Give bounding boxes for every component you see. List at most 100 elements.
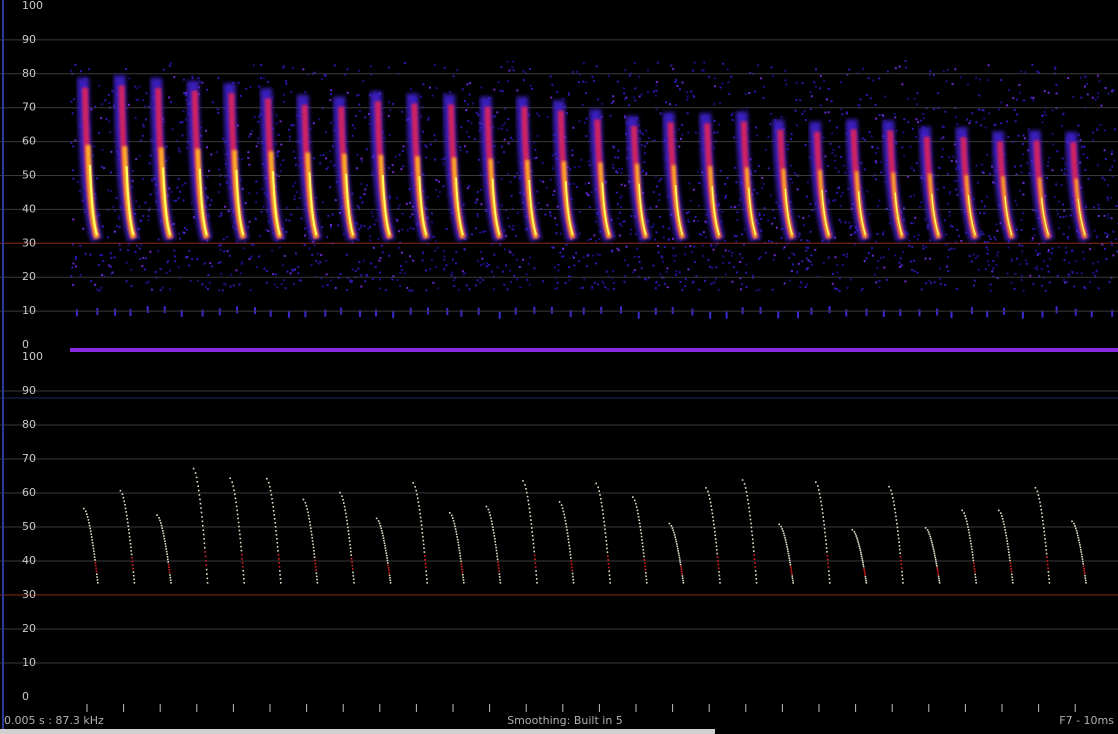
trace-dot: [784, 537, 786, 539]
y-label: 80: [22, 67, 36, 80]
noise-pixel: [319, 162, 321, 164]
noise-pixel: [869, 131, 871, 133]
noise-pixel: [1007, 273, 1009, 275]
noise-pixel: [763, 214, 765, 216]
noise-pixel: [491, 271, 493, 273]
trace-dot: [316, 576, 318, 578]
noise-pixel: [1068, 273, 1070, 275]
trace-dot: [460, 555, 462, 557]
noise-pixel: [576, 186, 578, 188]
noise-pixel: [925, 282, 927, 284]
noise-pixel: [844, 172, 846, 174]
noise-pixel: [656, 231, 658, 233]
noise-pixel: [534, 267, 536, 269]
noise-pixel: [1061, 184, 1063, 186]
trace-dot: [196, 477, 198, 479]
noise-pixel: [131, 285, 133, 287]
trace-dot: [674, 536, 676, 538]
noise-pixel: [90, 280, 92, 282]
noise-pixel: [641, 132, 643, 134]
noise-pixel: [280, 144, 282, 146]
noise-pixel: [800, 281, 802, 283]
noise-pixel: [230, 274, 232, 276]
noise-pixel: [257, 137, 259, 139]
noise-pixel: [1116, 205, 1118, 207]
noise-pixel: [825, 155, 827, 157]
noise-pixel: [704, 221, 706, 223]
noise-pixel: [1057, 213, 1059, 215]
noise-pixel: [1057, 150, 1059, 152]
trace-dot: [376, 518, 378, 520]
noise-pixel: [556, 224, 558, 226]
noise-pixel: [871, 135, 873, 137]
noise-pixel: [98, 264, 100, 266]
noise-pixel: [760, 77, 762, 79]
trace-dot: [387, 562, 389, 564]
noise-pixel: [933, 74, 935, 76]
trace-dot: [719, 582, 721, 584]
noise-pixel: [294, 198, 296, 200]
trace-dot: [1010, 565, 1012, 567]
noise-pixel: [878, 77, 880, 79]
noise-pixel: [207, 176, 209, 178]
noise-pixel: [658, 251, 660, 253]
noise-pixel: [653, 191, 655, 193]
trace-dot: [705, 487, 707, 489]
noise-pixel: [1063, 173, 1065, 175]
noise-pixel: [466, 284, 468, 286]
noise-pixel: [507, 288, 509, 290]
noise-pixel: [202, 310, 204, 317]
trace-dot: [96, 571, 98, 573]
noise-pixel: [1030, 97, 1032, 99]
noise-pixel: [846, 253, 848, 255]
noise-pixel: [791, 182, 793, 184]
trace-dot: [827, 555, 829, 557]
noise-pixel: [145, 118, 147, 120]
trace-dot: [90, 531, 92, 533]
noise-pixel: [734, 167, 736, 169]
noise-pixel: [838, 171, 840, 173]
trace-dot: [860, 554, 862, 556]
noise-pixel: [433, 236, 435, 238]
noise-pixel: [950, 225, 952, 227]
noise-pixel: [420, 116, 422, 118]
noise-pixel: [119, 244, 121, 246]
noise-pixel: [300, 218, 302, 220]
noise-pixel: [456, 69, 458, 71]
trace-dot: [313, 553, 315, 555]
noise-pixel: [724, 183, 726, 185]
noise-pixel: [611, 249, 613, 251]
scrollbar[interactable]: [0, 729, 715, 734]
trace-dot: [306, 508, 308, 510]
noise-pixel: [275, 143, 277, 145]
trace-dot: [202, 521, 204, 523]
trace-dot: [533, 547, 535, 549]
noise-pixel: [836, 264, 838, 266]
noise-pixel: [444, 67, 446, 69]
noise-pixel: [774, 217, 776, 219]
trace-dot: [892, 497, 894, 499]
noise-pixel: [82, 228, 84, 230]
trace-dot: [499, 579, 501, 581]
noise-pixel: [496, 111, 498, 113]
noise-pixel: [894, 113, 896, 115]
trace-dot: [129, 540, 131, 542]
noise-pixel: [308, 248, 310, 250]
noise-pixel: [799, 99, 801, 101]
noise-pixel: [179, 122, 181, 124]
noise-pixel: [870, 97, 872, 99]
trace-dot: [206, 573, 208, 575]
noise-pixel: [1052, 133, 1054, 135]
trace-dot: [755, 570, 757, 572]
noise-pixel: [866, 257, 868, 259]
trace-dot: [315, 563, 317, 565]
trace-dot: [201, 516, 203, 518]
noise-pixel: [74, 64, 76, 66]
noise-pixel: [794, 172, 796, 174]
trace-dot: [855, 533, 857, 535]
noise-pixel: [948, 249, 950, 251]
noise-pixel: [98, 132, 100, 134]
noise-pixel: [947, 173, 949, 175]
noise-pixel: [1114, 129, 1116, 131]
noise-pixel: [509, 181, 511, 183]
